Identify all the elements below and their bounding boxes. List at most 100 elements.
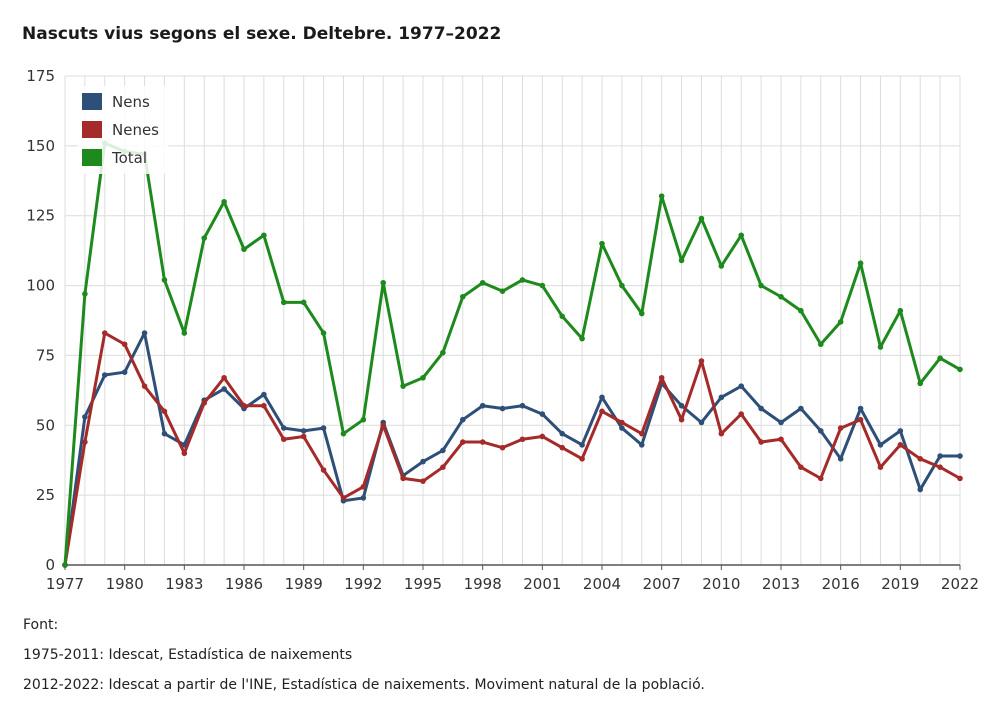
data-point[interactable] (937, 464, 943, 471)
data-point[interactable] (798, 307, 804, 314)
data-point[interactable] (400, 475, 406, 482)
data-point[interactable] (798, 464, 804, 471)
data-point[interactable] (957, 475, 963, 482)
data-point[interactable] (897, 442, 904, 448)
data-point[interactable] (698, 358, 705, 364)
data-point[interactable] (280, 425, 287, 431)
data-point[interactable] (837, 425, 844, 431)
data-point[interactable] (121, 341, 128, 348)
data-point[interactable] (141, 330, 148, 336)
data-point[interactable] (121, 369, 128, 375)
data-point[interactable] (897, 428, 904, 434)
data-point[interactable] (320, 425, 327, 431)
data-point[interactable] (82, 439, 88, 445)
data-point[interactable] (877, 344, 884, 350)
data-point[interactable] (917, 456, 924, 462)
data-point[interactable] (678, 416, 685, 423)
data-point[interactable] (300, 299, 307, 306)
data-point[interactable] (221, 374, 227, 381)
data-point[interactable] (479, 279, 486, 286)
data-point[interactable] (738, 232, 745, 239)
data-point[interactable] (360, 416, 367, 423)
data-point[interactable] (499, 288, 506, 294)
data-point[interactable] (440, 464, 446, 471)
data-point[interactable] (917, 486, 924, 493)
data-point[interactable] (957, 366, 963, 373)
data-point[interactable] (539, 433, 546, 440)
legend-swatch[interactable] (82, 93, 102, 110)
data-point[interactable] (579, 335, 585, 342)
data-point[interactable] (82, 414, 88, 420)
data-point[interactable] (479, 402, 486, 409)
data-point[interactable] (400, 383, 406, 389)
data-point[interactable] (619, 419, 625, 426)
data-point[interactable] (599, 394, 605, 401)
data-point[interactable] (638, 310, 645, 317)
data-point[interactable] (897, 307, 904, 314)
data-point[interactable] (658, 193, 665, 199)
data-point[interactable] (161, 277, 168, 283)
data-point[interactable] (241, 246, 247, 253)
data-point[interactable] (340, 430, 347, 437)
data-point[interactable] (917, 380, 924, 387)
data-point[interactable] (778, 419, 784, 426)
data-point[interactable] (519, 402, 526, 409)
legend-swatch[interactable] (82, 149, 102, 166)
data-point[interactable] (937, 355, 943, 362)
data-point[interactable] (201, 235, 208, 241)
legend[interactable]: Nens Nenes Total (78, 86, 168, 174)
data-point[interactable] (519, 436, 526, 443)
data-point[interactable] (798, 405, 804, 412)
data-point[interactable] (738, 411, 745, 417)
data-point[interactable] (62, 562, 68, 568)
data-point[interactable] (817, 475, 824, 482)
data-point[interactable] (817, 341, 824, 348)
data-point[interactable] (261, 391, 267, 398)
data-point[interactable] (957, 453, 963, 459)
data-point[interactable] (420, 458, 426, 465)
data-point[interactable] (459, 416, 466, 423)
data-point[interactable] (280, 299, 287, 306)
data-point[interactable] (459, 439, 466, 445)
data-point[interactable] (241, 402, 247, 409)
data-point[interactable] (320, 467, 327, 473)
data-point[interactable] (579, 442, 585, 448)
data-point[interactable] (698, 215, 705, 222)
data-point[interactable] (678, 257, 685, 264)
data-point[interactable] (559, 313, 566, 320)
data-point[interactable] (638, 430, 645, 437)
data-point[interactable] (261, 402, 267, 409)
data-point[interactable] (877, 464, 884, 471)
data-point[interactable] (161, 430, 168, 437)
data-point[interactable] (817, 428, 824, 434)
data-point[interactable] (678, 402, 685, 409)
data-point[interactable] (778, 293, 784, 300)
data-point[interactable] (778, 436, 784, 443)
legend-swatch[interactable] (82, 121, 102, 138)
data-point[interactable] (300, 433, 307, 440)
legend-label[interactable]: Nenes (112, 121, 159, 139)
data-point[interactable] (221, 198, 227, 205)
data-point[interactable] (539, 282, 546, 289)
data-point[interactable] (559, 430, 566, 437)
data-point[interactable] (101, 372, 108, 378)
data-point[interactable] (877, 442, 884, 448)
data-point[interactable] (380, 422, 387, 429)
data-point[interactable] (857, 260, 864, 267)
data-point[interactable] (280, 436, 287, 443)
legend-label[interactable]: Nens (112, 93, 150, 111)
data-point[interactable] (141, 383, 148, 389)
data-point[interactable] (698, 419, 705, 426)
data-point[interactable] (499, 444, 506, 451)
data-point[interactable] (340, 495, 347, 501)
data-point[interactable] (718, 394, 725, 401)
data-point[interactable] (738, 383, 745, 389)
data-point[interactable] (101, 330, 108, 336)
data-point[interactable] (440, 349, 446, 356)
data-point[interactable] (499, 405, 506, 412)
data-point[interactable] (619, 425, 625, 431)
data-point[interactable] (82, 291, 88, 297)
data-point[interactable] (559, 444, 566, 451)
data-point[interactable] (440, 447, 446, 454)
data-point[interactable] (937, 453, 943, 459)
